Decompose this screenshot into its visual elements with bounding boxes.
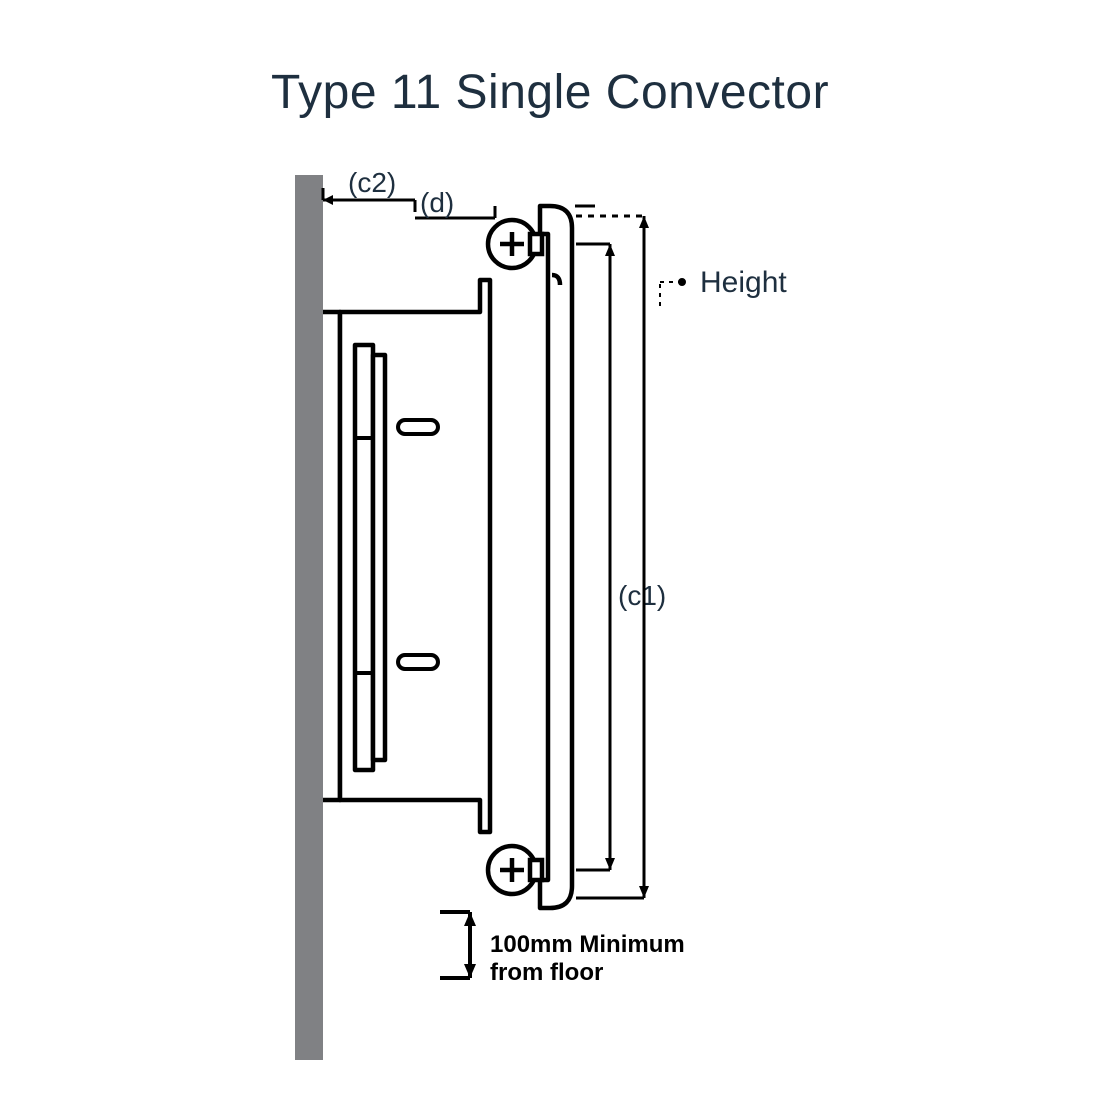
- dim-floor-clearance: [440, 912, 476, 978]
- label-c2: (c2): [348, 167, 396, 198]
- label-c1: (c1): [618, 580, 666, 611]
- dim-c1: [576, 244, 615, 870]
- radiator-panel: [540, 206, 572, 908]
- height-leader: [660, 279, 685, 306]
- bracket-assembly: [323, 280, 490, 832]
- wall: [295, 175, 323, 1060]
- pipe-panel-connectors: [530, 234, 542, 880]
- radiator-diagram: (c2) (d) (c1): [0, 0, 1100, 1100]
- label-height: Height: [700, 266, 787, 299]
- label-floor-line2: from floor: [490, 959, 603, 986]
- label-d: (d): [420, 187, 454, 218]
- label-floor-line1: 100mm Minimum: [490, 931, 685, 958]
- dim-height: [576, 216, 649, 898]
